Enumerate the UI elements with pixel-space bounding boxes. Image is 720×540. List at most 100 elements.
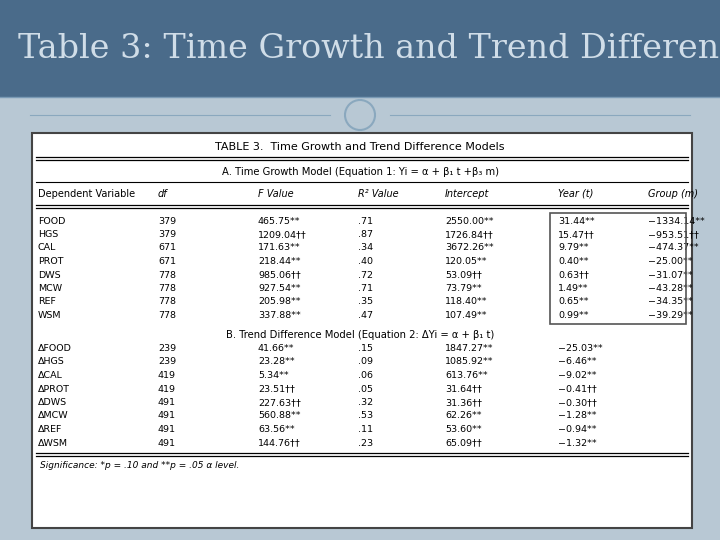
Text: FOOD: FOOD: [38, 217, 66, 226]
Text: −39.29**: −39.29**: [648, 311, 693, 320]
Text: 31.36††: 31.36††: [445, 398, 482, 407]
Text: Table 3: Time Growth and Trend Difference Models: Table 3: Time Growth and Trend Differenc…: [18, 32, 720, 64]
Text: .71: .71: [358, 284, 373, 293]
Text: 778: 778: [158, 284, 176, 293]
Text: WSM: WSM: [38, 311, 61, 320]
Text: −0.94**: −0.94**: [558, 425, 596, 434]
Text: 778: 778: [158, 298, 176, 307]
Text: 560.88**: 560.88**: [258, 411, 300, 421]
Text: −953.51††: −953.51††: [648, 230, 699, 239]
Text: −6.46**: −6.46**: [558, 357, 596, 367]
Text: 53.09††: 53.09††: [445, 271, 482, 280]
Text: F Value: F Value: [258, 189, 294, 199]
Bar: [550, 213, 686, 323]
Text: −31.07**: −31.07**: [648, 271, 693, 280]
Text: 63.56**: 63.56**: [258, 425, 294, 434]
Text: −34.35**: −34.35**: [648, 298, 693, 307]
Text: 62.26**: 62.26**: [445, 411, 482, 421]
Text: 1209.04††: 1209.04††: [258, 230, 307, 239]
Text: ΔMCW: ΔMCW: [38, 411, 68, 421]
Text: .06: .06: [358, 371, 373, 380]
Text: 218.44**: 218.44**: [258, 257, 300, 266]
Text: 31.64††: 31.64††: [445, 384, 482, 394]
Text: 778: 778: [158, 311, 176, 320]
Text: .72: .72: [358, 271, 373, 280]
Text: 41.66**: 41.66**: [258, 344, 294, 353]
Text: ΔFOOD: ΔFOOD: [38, 344, 72, 353]
Text: .53: .53: [358, 411, 373, 421]
Text: ΔREF: ΔREF: [38, 425, 63, 434]
Text: Group (m): Group (m): [648, 189, 698, 199]
Bar: [0, 0, 720, 97]
Text: −43.28**: −43.28**: [648, 284, 693, 293]
Text: −1.28**: −1.28**: [558, 411, 596, 421]
Text: TABLE 3.  Time Growth and Trend Difference Models: TABLE 3. Time Growth and Trend Differenc…: [215, 142, 505, 152]
Text: DWS: DWS: [38, 271, 60, 280]
Text: 0.65**: 0.65**: [558, 298, 588, 307]
Text: .09: .09: [358, 357, 373, 367]
Text: 120.05**: 120.05**: [445, 257, 487, 266]
Circle shape: [345, 100, 375, 130]
Text: 419: 419: [158, 371, 176, 380]
Text: 379: 379: [158, 230, 176, 239]
Text: 1.49**: 1.49**: [558, 284, 588, 293]
Text: −0.41††: −0.41††: [558, 384, 597, 394]
Text: ΔCAL: ΔCAL: [38, 371, 63, 380]
Text: 118.40**: 118.40**: [445, 298, 487, 307]
Text: Intercept: Intercept: [445, 189, 490, 199]
Text: −25.00**: −25.00**: [648, 257, 693, 266]
Text: .34: .34: [358, 244, 373, 253]
Text: 227.63††: 227.63††: [258, 398, 301, 407]
Text: 491: 491: [158, 438, 176, 448]
Text: .32: .32: [358, 398, 373, 407]
Text: 2550.00**: 2550.00**: [445, 217, 493, 226]
Text: .87: .87: [358, 230, 373, 239]
Text: 337.88**: 337.88**: [258, 311, 301, 320]
Text: 419: 419: [158, 384, 176, 394]
Text: 65.09††: 65.09††: [445, 438, 482, 448]
Text: 5.34**: 5.34**: [258, 371, 289, 380]
Text: 491: 491: [158, 411, 176, 421]
Text: 778: 778: [158, 271, 176, 280]
Text: df: df: [158, 189, 168, 199]
Text: 53.60**: 53.60**: [445, 425, 482, 434]
Text: 613.76**: 613.76**: [445, 371, 487, 380]
Text: PROT: PROT: [38, 257, 63, 266]
Text: 927.54**: 927.54**: [258, 284, 300, 293]
Text: 205.98**: 205.98**: [258, 298, 300, 307]
Text: 671: 671: [158, 244, 176, 253]
Text: −1334.14**: −1334.14**: [648, 217, 705, 226]
Text: ΔDWS: ΔDWS: [38, 398, 67, 407]
Text: Year (t): Year (t): [558, 189, 593, 199]
Text: CAL: CAL: [38, 244, 56, 253]
Text: ΔHGS: ΔHGS: [38, 357, 65, 367]
Text: .23: .23: [358, 438, 373, 448]
Text: .11: .11: [358, 425, 373, 434]
Text: 15.47††: 15.47††: [558, 230, 595, 239]
Text: 144.76††: 144.76††: [258, 438, 301, 448]
Text: .15: .15: [358, 344, 373, 353]
Text: .05: .05: [358, 384, 373, 394]
Text: 0.99**: 0.99**: [558, 311, 588, 320]
Text: 9.79**: 9.79**: [558, 244, 588, 253]
Text: 491: 491: [158, 425, 176, 434]
Text: 379: 379: [158, 217, 176, 226]
Text: .47: .47: [358, 311, 373, 320]
Text: Significance: *p = .10 and **p = .05 α level.: Significance: *p = .10 and **p = .05 α l…: [40, 461, 239, 469]
Text: ΔPROT: ΔPROT: [38, 384, 70, 394]
Text: 239: 239: [158, 357, 176, 367]
Text: 465.75**: 465.75**: [258, 217, 300, 226]
Text: .71: .71: [358, 217, 373, 226]
Bar: [32, 133, 692, 528]
Text: 491: 491: [158, 398, 176, 407]
Text: Dependent Variable: Dependent Variable: [38, 189, 135, 199]
Text: 3672.26**: 3672.26**: [445, 244, 494, 253]
Text: 0.40**: 0.40**: [558, 257, 588, 266]
Text: −1.32**: −1.32**: [558, 438, 597, 448]
Text: 239: 239: [158, 344, 176, 353]
Text: REF: REF: [38, 298, 56, 307]
Text: −25.03**: −25.03**: [558, 344, 603, 353]
Text: 23.51††: 23.51††: [258, 384, 295, 394]
Text: 31.44**: 31.44**: [558, 217, 595, 226]
Text: 671: 671: [158, 257, 176, 266]
